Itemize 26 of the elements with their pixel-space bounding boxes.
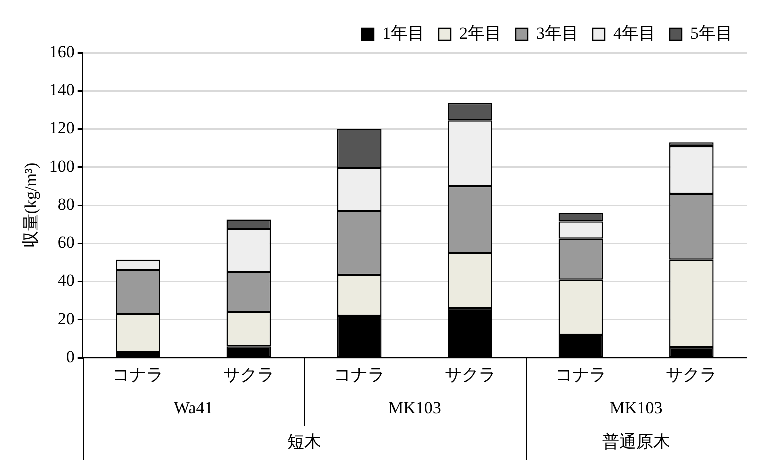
y-tick-label: 120 bbox=[49, 118, 75, 138]
text: 普通原木 bbox=[602, 432, 670, 452]
x-tick-label: サクラ bbox=[223, 366, 274, 385]
x-tick-label: サクラ bbox=[666, 366, 718, 385]
x-tick-label: コナラ bbox=[334, 366, 386, 385]
text: 短木 bbox=[287, 432, 322, 452]
y-tick-label: 40 bbox=[58, 271, 75, 290]
x-tick-label: コナラ bbox=[555, 366, 606, 385]
text: Wa41 bbox=[174, 398, 214, 418]
y-tick-label: 0 bbox=[66, 347, 75, 366]
legend-label: 3年目 bbox=[536, 24, 579, 43]
legend-label: 5年目 bbox=[690, 24, 733, 43]
y-tick-label: 80 bbox=[58, 194, 75, 214]
y-tick-label: 60 bbox=[58, 233, 75, 252]
y-tick-label: 20 bbox=[58, 309, 75, 328]
text: MK103 bbox=[610, 398, 663, 418]
x-tick-label: サクラ bbox=[444, 366, 496, 385]
y-tick-label: 160 bbox=[49, 42, 75, 62]
legend-label: 4年目 bbox=[614, 24, 656, 43]
x-tick-label: コナラ bbox=[112, 366, 164, 385]
legend-label: 2年目 bbox=[460, 24, 502, 43]
legend-label: 1年目 bbox=[382, 24, 425, 43]
text: MK103 bbox=[388, 398, 442, 418]
y-tick-label: 100 bbox=[49, 156, 75, 176]
y-tick-label: 140 bbox=[49, 80, 75, 100]
y-axis-title: 収量(kg/m³) bbox=[22, 162, 41, 248]
